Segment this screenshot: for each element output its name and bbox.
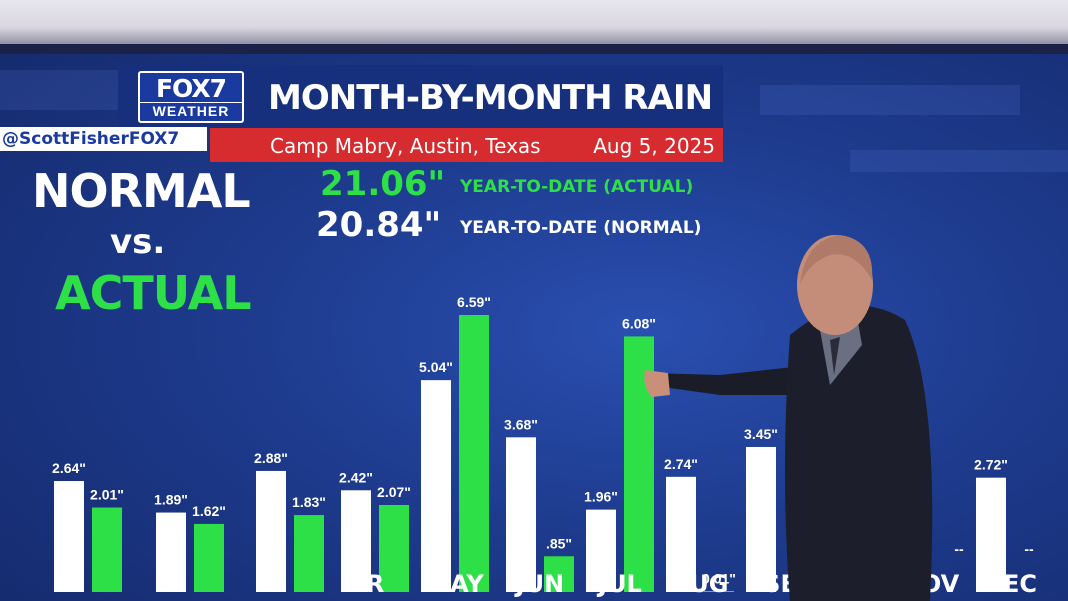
label-actual-mar: 1.83" [292, 494, 326, 510]
ytd-normal-value: 20.84" [316, 205, 442, 245]
month-label-may: MAY [426, 570, 484, 598]
logo-sub-text: WEATHER [140, 102, 242, 119]
bar-normal-jul [586, 509, 616, 592]
bar-normal-aug [666, 476, 696, 592]
label-actual-aug: 0.01" [702, 571, 736, 587]
bar-normal-may [421, 380, 451, 592]
graphic-header: FOX7 WEATHER MONTH-BY-MONTH RAIN [118, 65, 723, 128]
bar-normal-dec [976, 477, 1006, 592]
graphic-title: MONTH-BY-MONTH RAIN [268, 78, 713, 118]
bar-normal-feb [156, 512, 186, 592]
label-normal-mar: 2.88" [254, 450, 288, 466]
bar-actual-apr [379, 504, 409, 592]
label-actual-nov: -- [954, 541, 964, 557]
label-actual-may: 6.59" [457, 294, 491, 310]
label-normal-apr: 2.42" [339, 469, 373, 485]
background-streak [850, 150, 1068, 172]
label-normal-dec: 2.72" [974, 457, 1008, 473]
month-label-aug: AUG [671, 570, 728, 598]
label-actual-jun: .85" [546, 535, 572, 551]
ytd-actual-label: YEAR-TO-DATE (ACTUAL) [460, 177, 694, 197]
bar-actual-jan [92, 507, 122, 592]
label-actual-apr: 2.07" [377, 484, 411, 500]
label-normal-sep: 3.45" [744, 426, 778, 442]
bar-actual-jun [544, 556, 574, 592]
month-label-apr: R [366, 570, 384, 598]
bar-normal-mar [256, 470, 286, 592]
label-normal-may: 5.04" [419, 359, 453, 375]
label-normal-jan: 2.64" [52, 460, 86, 476]
bar-normal-sep [746, 446, 776, 592]
studio-wall-top [0, 0, 1068, 54]
legend-actual: ACTUAL [55, 266, 252, 320]
label-normal-jul: 1.96" [584, 489, 618, 505]
label-actual-feb: 1.62" [192, 503, 226, 519]
label-normal-jun: 3.68" [504, 416, 538, 432]
label-normal-feb: 1.89" [154, 492, 188, 508]
bar-normal-jun [506, 437, 536, 592]
ytd-actual-value: 21.06" [320, 164, 446, 204]
month-label-dec: DEC [983, 570, 1037, 598]
background-streak [760, 85, 1020, 115]
label-normal-aug: 2.74" [664, 456, 698, 472]
bar-normal-jan [54, 481, 84, 592]
label-actual-dec: -- [1024, 541, 1034, 557]
location-date-bar: Camp Mabry, Austin, Texas Aug 5, 2025 [210, 128, 723, 162]
logo-main-text: FOX7 [155, 74, 227, 103]
bar-actual-feb [194, 523, 224, 592]
label-actual-jan: 2.01" [90, 487, 124, 503]
location-text: Camp Mabry, Austin, Texas [270, 134, 541, 158]
ytd-normal-label: YEAR-TO-DATE (NORMAL) [460, 218, 702, 238]
social-handle: @ScottFisherFOX7 [0, 127, 207, 151]
month-label-jul: JUL [596, 570, 642, 598]
label-actual-jul: 6.08" [622, 315, 656, 331]
bar-actual-aug [704, 591, 734, 592]
bar-normal-apr [341, 490, 371, 592]
date-text: Aug 5, 2025 [593, 134, 715, 158]
presenter [644, 235, 933, 601]
legend-normal: NORMAL [32, 164, 251, 218]
month-label-jun: JUN [514, 570, 565, 598]
fox7-weather-logo: FOX7 WEATHER [138, 71, 244, 123]
bar-actual-may [459, 315, 489, 592]
background-streak [0, 70, 120, 110]
bar-actual-mar [294, 515, 324, 592]
legend-vs: vs. [110, 222, 166, 262]
